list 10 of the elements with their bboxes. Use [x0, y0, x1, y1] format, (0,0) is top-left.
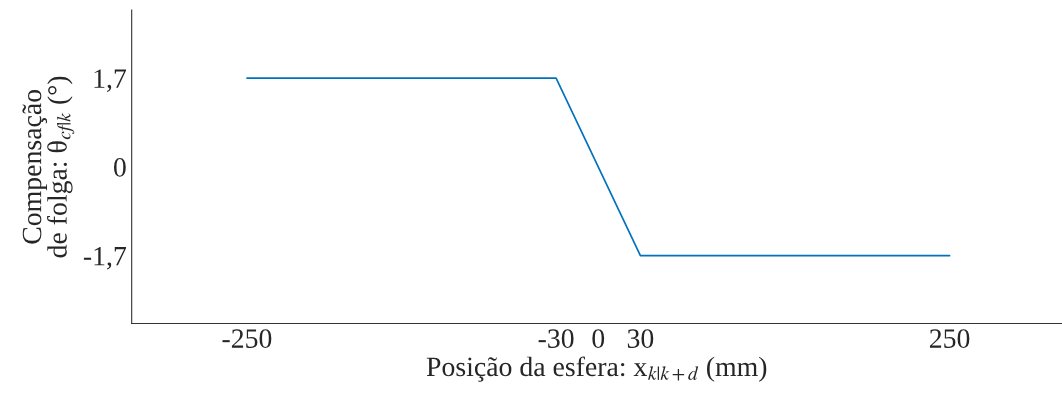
y-tick-label: -1,7	[83, 246, 127, 270]
y-tick-label: 0	[114, 158, 126, 177]
x-tick-label: 250	[929, 329, 970, 348]
x-tick-label: 0	[592, 329, 605, 348]
y-tick-label: 1,7	[94, 69, 127, 92]
y-axis-title: Compensação de folga: θ$_{cf|k}$ (°)	[22, 76, 75, 258]
x-tick-label: -250	[222, 329, 272, 348]
x-tick-label: 30	[627, 329, 654, 348]
x-tick-label: -30	[538, 329, 574, 348]
x-axis-title: Posição da esfera: x$_{k|k+d}$ (mm)	[426, 356, 767, 382]
